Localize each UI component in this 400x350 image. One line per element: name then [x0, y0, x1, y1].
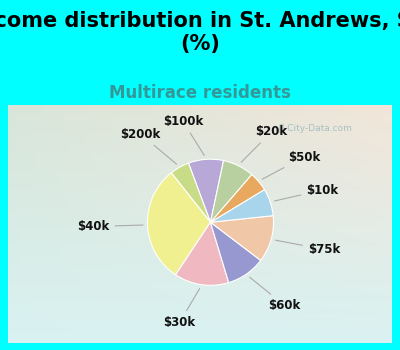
Text: Multirace residents: Multirace residents: [109, 84, 291, 102]
Text: ⓘ City-Data.com: ⓘ City-Data.com: [279, 124, 352, 133]
Text: $10k: $10k: [274, 183, 338, 201]
Text: $30k: $30k: [164, 289, 200, 329]
Text: $100k: $100k: [163, 115, 204, 155]
Text: $20k: $20k: [241, 125, 288, 162]
Text: $75k: $75k: [276, 240, 340, 256]
Text: $60k: $60k: [250, 277, 300, 312]
Wedge shape: [210, 190, 273, 222]
Wedge shape: [147, 173, 210, 275]
Wedge shape: [171, 163, 210, 222]
Wedge shape: [176, 222, 229, 285]
Wedge shape: [210, 216, 274, 260]
Text: $50k: $50k: [262, 150, 320, 179]
Wedge shape: [210, 161, 252, 222]
Wedge shape: [210, 175, 264, 222]
Text: $40k: $40k: [77, 220, 143, 233]
Text: $200k: $200k: [120, 128, 176, 164]
Wedge shape: [188, 159, 224, 222]
Text: Income distribution in St. Andrews, SC
(%): Income distribution in St. Andrews, SC (…: [0, 10, 400, 54]
Wedge shape: [210, 222, 261, 283]
